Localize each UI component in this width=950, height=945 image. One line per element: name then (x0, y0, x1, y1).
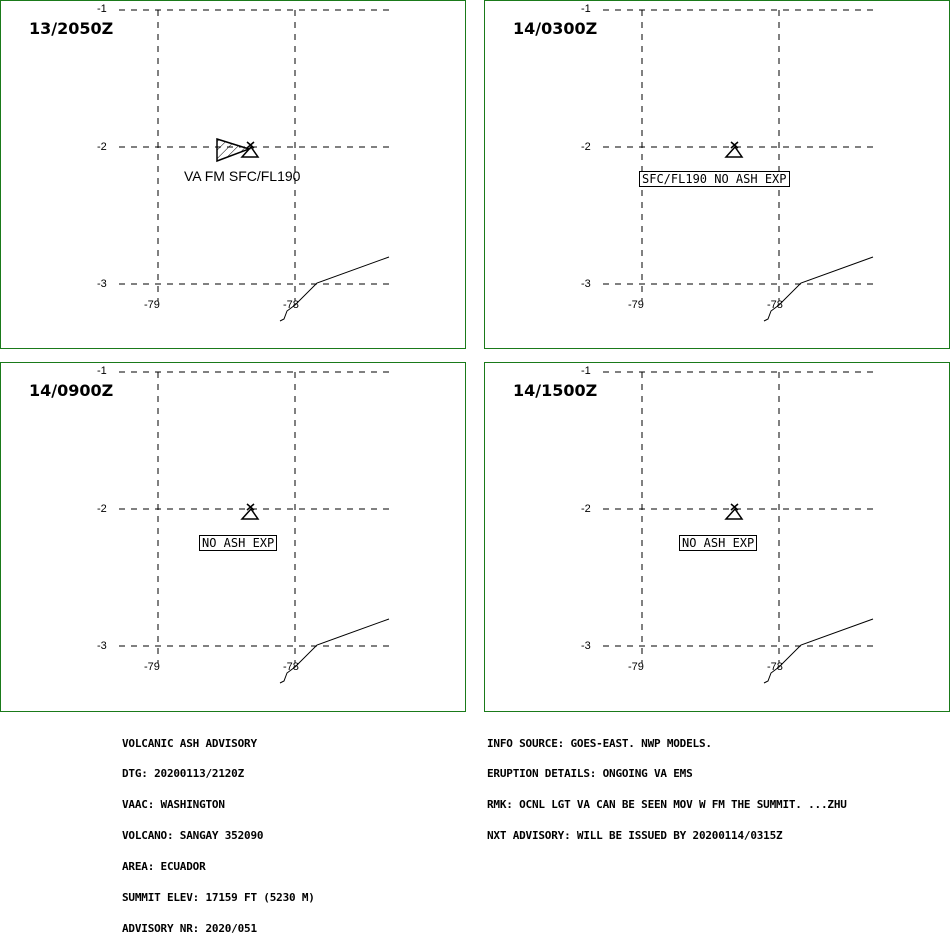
lon-label: -78 (767, 299, 783, 311)
forecast-panel-4: 14/1500Z -1 -2 -3 -79 -78 NO ASH EXP (484, 362, 950, 712)
lat-label: -1 (97, 365, 107, 377)
panel-time: 14/1500Z (513, 381, 598, 400)
forecast-panel-1: 13/2050Z -1 -2 -3 -79 -78 VA FM SFC/FL19… (0, 0, 466, 349)
lat-label: -1 (581, 365, 591, 377)
lon-label: -79 (628, 661, 644, 673)
advisory-line: ADVISORY NR: 2020/051 (122, 921, 257, 935)
advisory-line: AREA: ECUADOR (122, 860, 206, 874)
map-graphic (119, 9, 390, 322)
graticule (119, 371, 389, 663)
volcano-symbol (240, 503, 260, 520)
lat-label: -3 (581, 278, 591, 290)
ash-label: VA FM SFC/FL190 (184, 168, 301, 184)
lon-label: -78 (283, 299, 299, 311)
graticule (119, 9, 389, 301)
advisory-right-block: INFO SOURCE: GOES-EAST. NWP MODELS. ERUP… (487, 718, 847, 852)
lat-label: -1 (97, 3, 107, 15)
lon-label: -79 (144, 299, 160, 311)
coastline (279, 256, 390, 322)
lat-label: -3 (97, 278, 107, 290)
advisory-line: VOLCANO: SANGAY 352090 (122, 829, 264, 843)
advisory-line: ERUPTION DETAILS: ONGOING VA EMS (487, 767, 693, 781)
lat-label: -2 (97, 141, 107, 153)
forecast-panel-2: 14/0300Z -1 -2 -3 -79 -78 SFC/FL190 NO A… (484, 0, 950, 349)
ash-label: NO ASH EXP (679, 535, 758, 551)
volcano-symbol (240, 141, 260, 158)
advisory-left-block: VOLCANIC ASH ADVISORY DTG: 20200113/2120… (122, 718, 315, 945)
map-graphic (603, 9, 874, 322)
lat-label: -3 (581, 640, 591, 652)
advisory-line: NXT ADVISORY: WILL BE ISSUED BY 20200114… (487, 829, 783, 843)
lat-label: -3 (97, 640, 107, 652)
volcano-symbol (724, 503, 744, 520)
coastline (763, 256, 874, 322)
advisory-line: SUMMIT ELEV: 17159 FT (5230 M) (122, 891, 315, 905)
advisory-line: DTG: 20200113/2120Z (122, 767, 245, 781)
forecast-panel-3: 14/0900Z -1 -2 -3 -79 -78 NO ASH EXP (0, 362, 466, 712)
coastline (763, 618, 874, 684)
lon-label: -79 (144, 661, 160, 673)
coastline (279, 618, 390, 684)
lat-label: -2 (97, 503, 107, 515)
lat-label: -2 (581, 141, 591, 153)
lon-label: -78 (767, 661, 783, 673)
ash-cloud-polygon (216, 137, 252, 163)
lon-label: -78 (283, 661, 299, 673)
map-graphic (603, 371, 874, 684)
lat-label: -1 (581, 3, 591, 15)
advisory-line: RMK: OCNL LGT VA CAN BE SEEN MOV W FM TH… (487, 798, 847, 812)
advisory-line: VAAC: WASHINGTON (122, 798, 225, 812)
lat-label: -2 (581, 503, 591, 515)
panel-time: 14/0900Z (29, 381, 114, 400)
volcano-symbol (724, 141, 744, 158)
graticule (603, 371, 873, 663)
graticule (603, 9, 873, 301)
map-graphic (119, 371, 390, 684)
lon-label: -79 (628, 299, 644, 311)
advisory-line: VOLCANIC ASH ADVISORY (122, 736, 257, 750)
panel-time: 14/0300Z (513, 19, 598, 38)
ash-label: SFC/FL190 NO ASH EXP (639, 171, 790, 187)
ash-label: NO ASH EXP (199, 535, 278, 551)
advisory-line: INFO SOURCE: GOES-EAST. NWP MODELS. (487, 736, 712, 750)
panel-time: 13/2050Z (29, 19, 114, 38)
